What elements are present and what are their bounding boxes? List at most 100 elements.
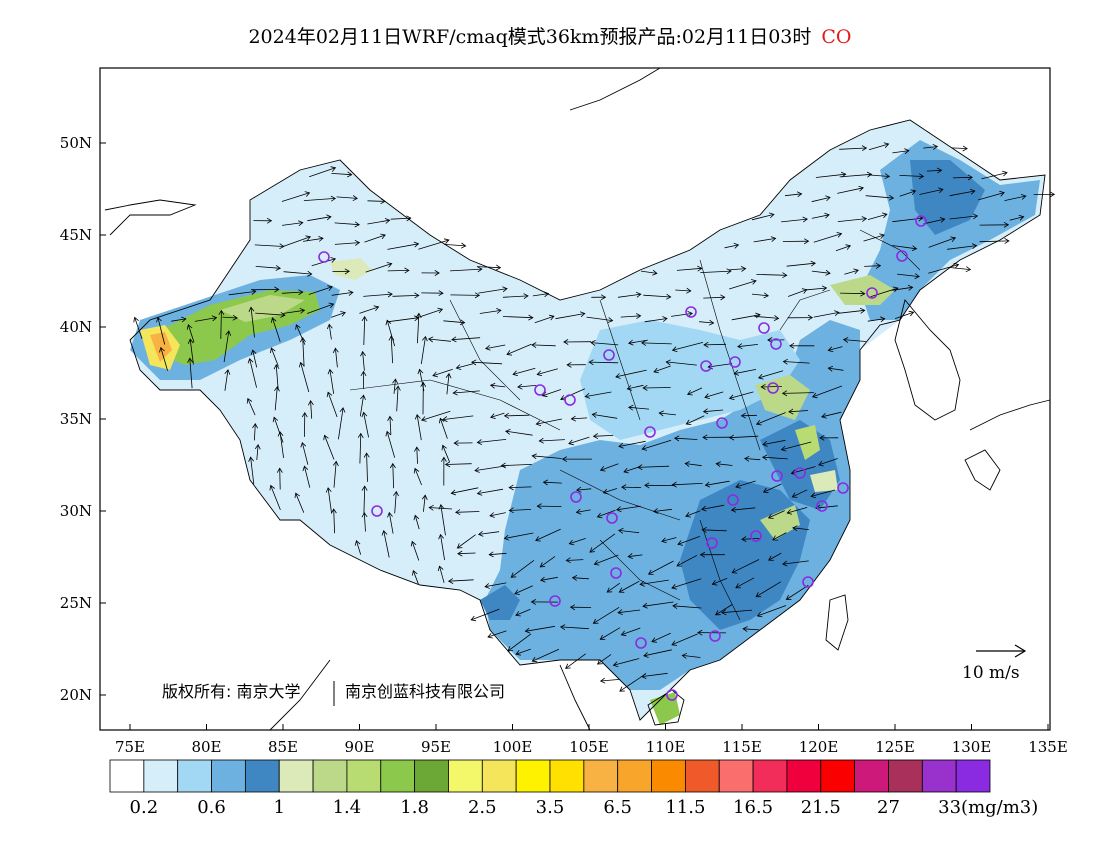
wind-arrowhead [503, 534, 510, 541]
wind-arrowhead [298, 289, 304, 296]
wind-arrow [502, 295, 529, 298]
wind-arrowhead [156, 316, 162, 323]
wind-arrowhead [417, 368, 424, 375]
wind-arrow [250, 457, 255, 485]
wind-arrow [586, 316, 613, 321]
wind-arrow [843, 339, 866, 342]
wind-arrowhead [642, 384, 648, 391]
wind-arrowhead [484, 583, 490, 589]
wind-arrowhead [361, 315, 368, 322]
wind-arrow [249, 358, 257, 388]
wind-arrowhead [737, 343, 743, 350]
wind-arrow [478, 531, 500, 535]
wind-arrowhead [531, 453, 537, 460]
wind-arrowhead [686, 390, 693, 396]
wind-arrowhead [767, 513, 774, 519]
wind-arrowhead [507, 646, 514, 652]
wind-arrow [576, 488, 592, 491]
wind-arrowhead [636, 313, 642, 320]
wind-arrow [255, 266, 281, 269]
wind-arrowhead [702, 434, 708, 441]
wind-arrowhead [637, 464, 643, 471]
wind-arrowhead [476, 439, 483, 445]
wind-arrowhead [299, 308, 306, 314]
wind-arrowhead [697, 629, 703, 636]
wind-arrow [569, 538, 586, 545]
wind-arrow [837, 187, 864, 194]
station-marker [758, 322, 770, 334]
wind-arrow [543, 481, 562, 484]
wind-arrow [716, 463, 733, 466]
wind-arrowhead [270, 347, 276, 354]
wind-arrow [359, 433, 362, 464]
colorbar-label: 16.5 [733, 797, 773, 818]
wind-arrowhead [340, 311, 346, 317]
wind-arrowhead [406, 215, 412, 222]
colorbar-swatch [380, 759, 416, 793]
colorbar-label: 1 [274, 797, 285, 818]
wind-arrowhead [908, 310, 915, 317]
wind-arrow [753, 238, 776, 243]
wind-arrow [687, 387, 703, 395]
wind-arrow [279, 468, 281, 490]
korea-peninsula [894, 299, 961, 421]
wind-arrowhead [791, 492, 798, 498]
wind-arrow [507, 633, 532, 652]
wind-arrowhead [477, 266, 483, 273]
wind-arrow [928, 264, 959, 274]
wind-arrow [731, 314, 761, 321]
wind-arrowhead [500, 462, 506, 469]
wind-arrow [786, 584, 809, 600]
wind-arrow [273, 417, 284, 443]
x-tick-label: 125E [875, 738, 915, 756]
wind-arrow [947, 245, 977, 250]
wind-arrowhead [782, 560, 788, 567]
wind-arrow [565, 653, 586, 669]
wind-arrow [525, 625, 556, 632]
station-marker [716, 417, 728, 429]
station-marker [750, 530, 762, 542]
wind-arrow [247, 398, 256, 416]
station-marker [644, 426, 656, 438]
title-species: CO [821, 26, 852, 48]
wind-arrowhead [386, 262, 393, 268]
wind-arrowhead [327, 285, 333, 291]
wind-arrowhead [561, 456, 568, 463]
wind-arrowhead [535, 420, 542, 427]
wind-arrowhead [751, 279, 757, 285]
station-marker [318, 251, 330, 263]
wind-arrow [281, 291, 303, 294]
wind-arrowhead [437, 307, 444, 314]
wind-arrow [685, 510, 701, 517]
wind-arrow [392, 295, 419, 297]
field-lightgreen-xinjiang [220, 295, 305, 322]
wind-arrowhead [819, 434, 825, 441]
wind-arrow [517, 385, 537, 388]
wind-arrow [440, 504, 446, 536]
wind-arrowhead [512, 370, 519, 377]
wind-arrowhead [354, 221, 360, 228]
wind-arrow [923, 218, 945, 225]
wind-arrow [334, 242, 360, 245]
wind-arrowhead [726, 268, 732, 275]
wind-arrow [335, 348, 338, 368]
wind-arrow [455, 511, 480, 513]
wind-arrow [134, 317, 143, 339]
wind-arrow [560, 626, 589, 630]
wind-arrow [651, 632, 671, 643]
wind-arrow [572, 577, 589, 580]
wind-arrowhead [332, 460, 339, 467]
wind-arrow [445, 463, 472, 465]
wind-arrowhead [593, 560, 600, 566]
wind-arrowhead [187, 338, 194, 344]
wind-arrow [329, 369, 335, 394]
copyright-right: 南京创蓝科技有限公司 [345, 682, 505, 701]
wind-arrowhead [515, 611, 521, 617]
wind-arrowhead [715, 461, 721, 468]
wind-arrow [813, 233, 842, 243]
wind-arrow [331, 292, 353, 296]
wind-arrow [442, 445, 450, 462]
x-axis: 75E 80E 85E 90E 95E 100E 105E 110E 115E 120E 125E 1… [115, 724, 1068, 756]
wind-arrowhead [506, 350, 512, 356]
